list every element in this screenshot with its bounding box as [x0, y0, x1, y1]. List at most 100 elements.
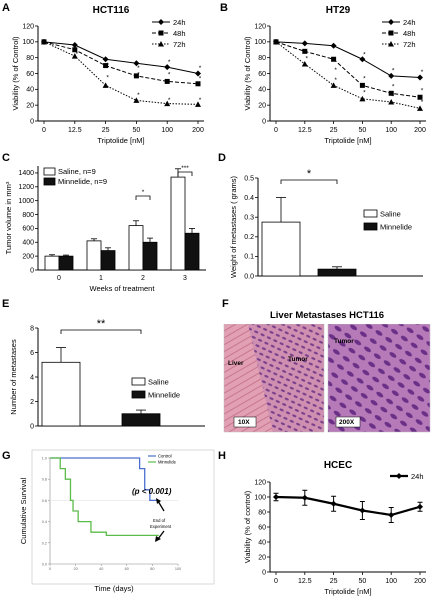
bar — [58, 255, 74, 271]
legend-label: 48h — [403, 29, 416, 38]
data-point — [359, 82, 365, 88]
significance-bracket — [60, 329, 142, 334]
y-tick-label: 600 — [22, 226, 34, 233]
y-tick-label: 60 — [258, 71, 266, 78]
significance-label: * — [142, 189, 145, 196]
data-point — [41, 38, 47, 45]
histology-images — [223, 324, 431, 433]
x-axis-label: Triptolide [nM] — [97, 136, 144, 145]
p-value: (p < 0.001) — [132, 487, 172, 496]
significance-star: * — [199, 75, 202, 82]
data-point — [330, 500, 337, 507]
bar — [317, 268, 357, 277]
legend-marker — [158, 41, 164, 47]
y-axis-label: Viability (% of control) — [243, 490, 252, 563]
data-point — [417, 105, 423, 111]
y-tick-label: 0.2 — [244, 234, 254, 241]
data-point — [133, 60, 140, 67]
chart-title: HCEC — [324, 460, 352, 471]
panel-letter-h: H — [218, 450, 226, 462]
data-point — [273, 38, 279, 45]
chart-title: HT29 — [326, 5, 351, 16]
x-tick-label: 0 — [274, 578, 278, 585]
panel-letter-a: A — [2, 2, 10, 14]
end-of-experiment-line1: End of — [153, 518, 166, 523]
y-tick-label: 60 — [258, 524, 266, 531]
chart-g-survival: 0.0 0.2 0.4 0.6 0.8 1.0 0 20 40 60 80 100 ControlMin… — [19, 449, 215, 593]
scale-label-10x: 10X — [238, 419, 250, 426]
data-point — [388, 72, 395, 79]
y-tick-label: 80 — [258, 55, 266, 62]
significance-star: * — [421, 69, 424, 76]
x-tick-label: 200 — [414, 127, 426, 134]
plot-frame — [31, 449, 215, 585]
y-tick-label: 0 — [30, 118, 34, 125]
significance-star: * — [168, 72, 171, 79]
significance-star: * — [168, 97, 171, 104]
data-point — [102, 56, 109, 63]
legend-swatch — [363, 209, 378, 218]
legend-label: 72h — [173, 40, 186, 49]
data-point — [302, 48, 308, 54]
histology-10x-image — [223, 324, 325, 433]
significance-star: * — [137, 72, 140, 79]
legend-label: 24h — [403, 18, 416, 27]
significance-bracket — [280, 179, 338, 184]
y-tick-label: 120 — [254, 479, 266, 486]
data-point — [301, 40, 308, 47]
y-tick-label: 1400 — [18, 170, 34, 177]
y-tick-label: 0.0 — [244, 273, 254, 280]
y-axis-label: Cumulative Survival — [19, 478, 28, 545]
legend-marker — [388, 41, 394, 47]
legend-label: Saline, n=9 — [58, 167, 96, 176]
scale-label-200x: 200X — [339, 419, 355, 426]
y-tick-label: 0.6 — [42, 499, 47, 503]
x-axis-label: Triptolide [nM] — [324, 587, 371, 596]
series-48h — [273, 39, 423, 100]
arrow-up-head — [156, 498, 161, 504]
bar — [86, 240, 102, 271]
series-line — [43, 41, 199, 105]
panel-letter-c: C — [2, 152, 10, 164]
data-point — [301, 61, 308, 67]
data-point — [164, 100, 171, 107]
significance-star: * — [363, 90, 366, 97]
significance-star: * — [421, 87, 424, 94]
data-point — [359, 56, 366, 63]
legend-label: Minnelide — [148, 391, 180, 400]
significance-star: * — [137, 92, 140, 99]
data-point — [133, 97, 140, 103]
series-24h — [273, 38, 423, 81]
end-of-experiment-line2: Experiment — [150, 524, 172, 529]
chart-h-hcec: HCEC 0 20 40 60 80 100 120 0 12.5 25 50 100 200 Tripto… — [243, 460, 426, 596]
x-tick-label: 25 — [102, 127, 110, 134]
bar — [100, 250, 116, 271]
y-tick-label: 0.1 — [244, 254, 254, 261]
data-point — [133, 73, 139, 79]
x-tick-label: 200 — [414, 578, 426, 585]
data-point — [417, 74, 423, 81]
arrow-down — [157, 530, 165, 540]
significance-star: * — [334, 67, 337, 74]
significance-label: * — [307, 168, 312, 180]
chart-d-metastases-weight: 0.0 0.1 0.2 0.3 0.4 0.5 Saline Minnelide * Weight… — [229, 168, 423, 280]
data-point — [273, 494, 279, 500]
y-tick-label: 1200 — [18, 184, 34, 191]
arrow-down-head — [155, 536, 161, 542]
significance-star: * — [392, 94, 395, 101]
data-point — [417, 94, 423, 100]
bar — [142, 241, 158, 271]
scale-box-200x — [335, 416, 361, 428]
series-line — [43, 41, 199, 74]
data-point — [71, 42, 78, 48]
legend-marker — [158, 19, 164, 25]
y-tick-label: 120 — [254, 23, 266, 30]
scale-box-10x — [233, 416, 257, 428]
x-tick-label: 3 — [183, 275, 187, 282]
y-tick-label: 4 — [30, 374, 34, 381]
data-point — [330, 42, 337, 49]
y-tick-label: 100 — [254, 494, 266, 501]
y-axis-label: Number of metastases — [9, 339, 18, 415]
data-point — [195, 101, 201, 107]
data-point — [195, 81, 201, 87]
